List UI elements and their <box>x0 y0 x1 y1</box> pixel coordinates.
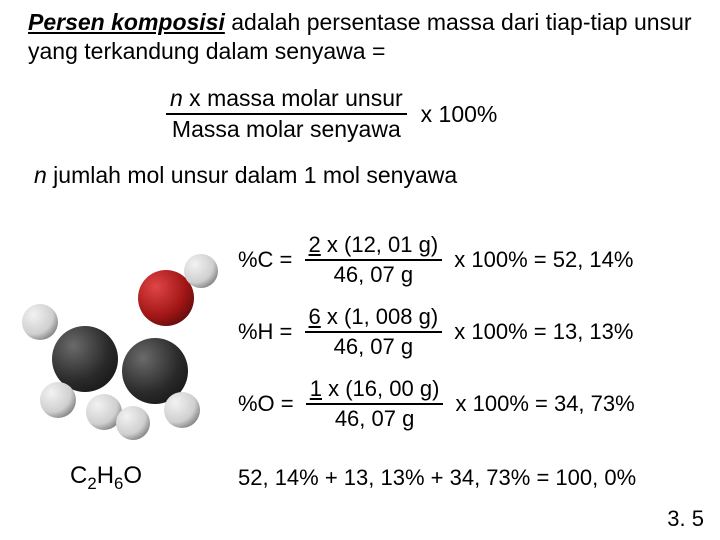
atom-h5 <box>116 406 150 440</box>
atom-h2 <box>40 382 76 418</box>
calculations: %C = 2 x (12, 01 g)46, 07 g x 100% = 52,… <box>238 232 635 448</box>
atom-h4 <box>164 392 200 428</box>
definition-text: Persen komposisi adalah persentase massa… <box>28 8 708 66</box>
formula-n: n <box>170 85 183 111</box>
formula-fraction: n x massa molar unsur Massa molar senyaw… <box>166 85 407 143</box>
calc-row-0: %C = 2 x (12, 01 g)46, 07 g x 100% = 52,… <box>238 232 635 288</box>
formula-bottom: Massa molar senyawa <box>168 115 405 143</box>
n-rest: jumlah mol unsur dalam 1 mol senyawa <box>47 162 457 188</box>
main-formula: n x massa molar unsur Massa molar senyaw… <box>160 85 497 143</box>
formula-suffix: x 100% <box>421 101 498 128</box>
calc-row-1: %H = 6 x (1, 008 g)46, 07 g x 100% = 13,… <box>238 304 635 360</box>
n-definition: n jumlah mol unsur dalam 1 mol senyawa <box>34 162 457 189</box>
n-ital: n <box>34 162 47 188</box>
atom-h6 <box>184 254 218 288</box>
sum-line: 52, 14% + 13, 13% + 34, 73% = 100, 0% <box>238 465 636 491</box>
term: Persen komposisi <box>28 9 225 35</box>
atom-h1 <box>22 304 58 340</box>
molecule-diagram <box>14 210 224 450</box>
calc-row-2: %O = 1 x (16, 00 g)46, 07 g x 100% = 34,… <box>238 376 635 432</box>
molecule-formula: C2H6O <box>70 462 142 494</box>
page-number: 3. 5 <box>667 506 704 532</box>
formula-top-rest: x massa molar unsur <box>183 85 403 111</box>
